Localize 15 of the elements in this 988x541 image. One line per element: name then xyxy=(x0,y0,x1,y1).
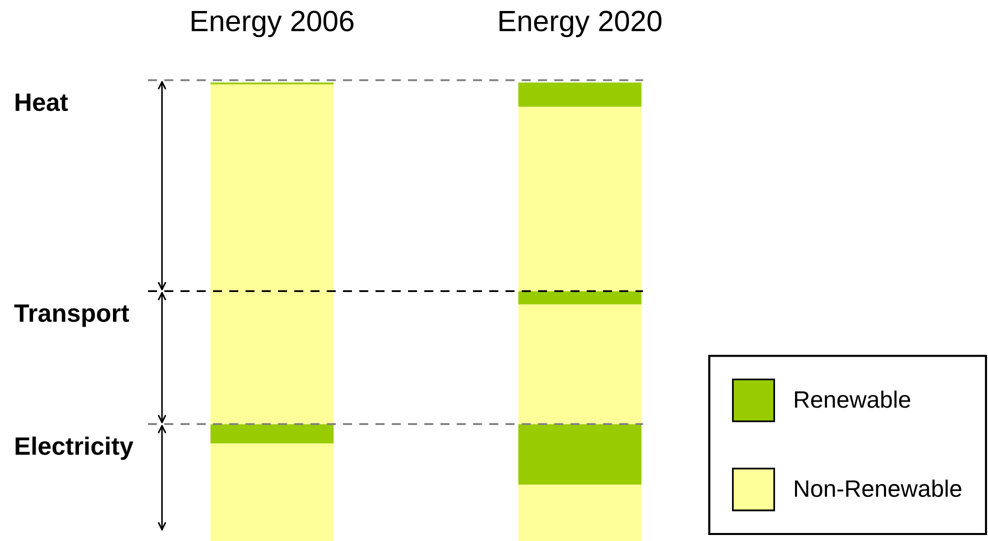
bar xyxy=(210,443,334,541)
x-tick-label: Energy 2020 xyxy=(500,10,662,38)
legend-label: Renewable xyxy=(795,390,910,408)
bar xyxy=(518,484,642,541)
text: Electricity xyxy=(16,436,134,460)
x-tick-label: Energy 2006 xyxy=(192,10,354,38)
text: Heat xyxy=(16,94,68,112)
text: Transport xyxy=(14,304,129,327)
bar xyxy=(518,82,642,107)
legend-label: Non-Renewable xyxy=(795,480,962,497)
bar xyxy=(518,291,642,304)
bar xyxy=(518,304,642,424)
bar xyxy=(210,424,334,444)
bar xyxy=(518,424,642,485)
bar xyxy=(518,106,642,292)
